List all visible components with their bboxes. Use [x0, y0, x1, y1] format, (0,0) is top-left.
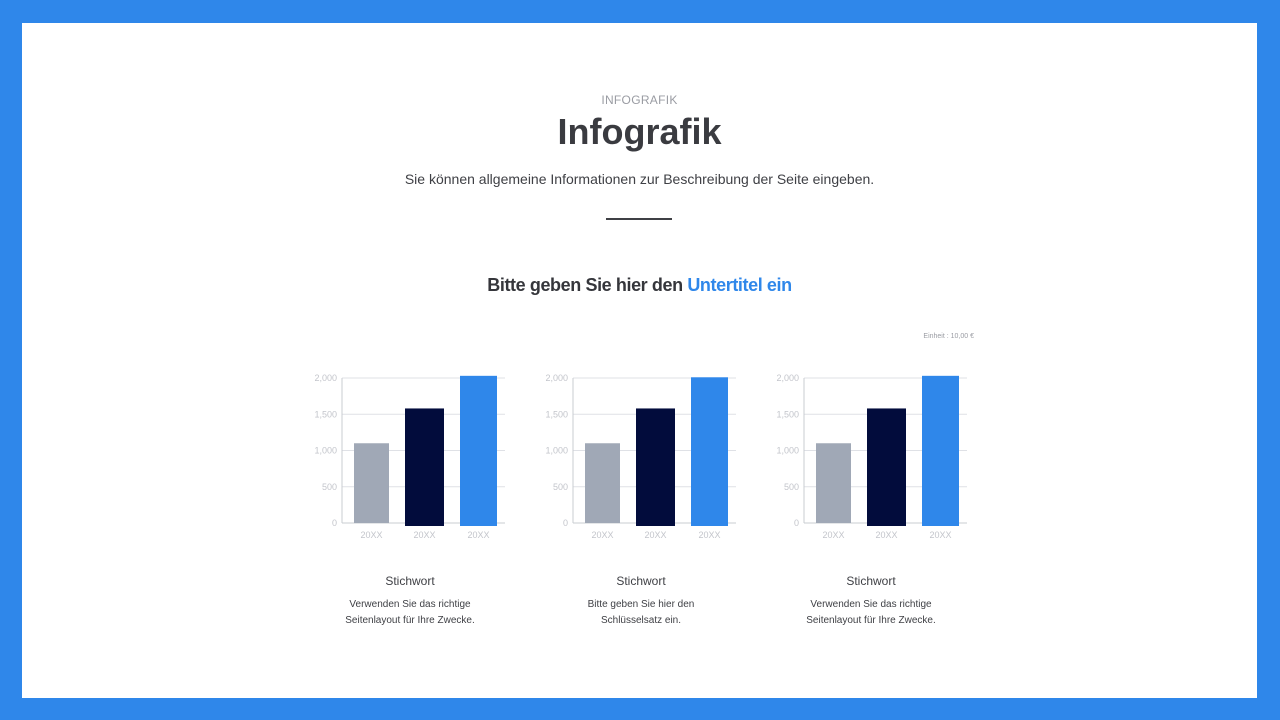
- bar: [691, 377, 728, 526]
- slide: INFOGRAFIK Infografik Sie können allgeme…: [22, 23, 1257, 698]
- x-tick-label: 20XX: [698, 530, 720, 540]
- bar-chart-2: 0 500 1,000 1,500 2,000 20XX 20XX 20XX: [545, 373, 736, 540]
- page-description: Sie können allgemeine Informationen zur …: [404, 171, 875, 187]
- bar-chart-3: 0 500 1,000 1,500 2,000 20XX 20XX 20XX: [776, 373, 967, 540]
- y-tick-label: 0: [563, 518, 568, 528]
- x-tick-label: 20XX: [467, 530, 489, 540]
- y-tick-label: 1,000: [776, 446, 799, 456]
- eyebrow-label: INFOGRAFIK: [601, 93, 678, 107]
- y-tick-label: 1,500: [314, 409, 337, 419]
- card-desc-line: Seitenlayout für Ihre Zwecke.: [806, 615, 936, 626]
- unit-note: Einheit : 10,00 €: [923, 333, 974, 340]
- x-tick-label: 20XX: [591, 530, 613, 540]
- card-desc-line: Verwenden Sie das richtige: [349, 599, 471, 610]
- y-tick-label: 2,000: [545, 373, 568, 383]
- bar-chart-1: 0 500 1,000 1,500 2,000 20XX 20XX 20XX: [314, 373, 505, 540]
- x-tick-label: 20XX: [929, 530, 951, 540]
- y-tick-label: 0: [332, 518, 337, 528]
- x-tick-label: 20XX: [822, 530, 844, 540]
- card-desc-1: Verwenden Sie das richtige Seitenlayout …: [310, 597, 510, 629]
- y-tick-label: 500: [553, 482, 568, 492]
- subtitle-accent: Untertitel ein: [687, 275, 792, 295]
- x-tick-label: 20XX: [644, 530, 666, 540]
- bar: [922, 375, 959, 526]
- y-tick-label: 2,000: [776, 373, 799, 383]
- y-tick-label: 1,000: [314, 446, 337, 456]
- page-title: Infografik: [557, 111, 722, 152]
- card-title-3: Stichwort: [846, 574, 896, 588]
- y-tick-label: 2,000: [314, 373, 337, 383]
- card-desc-line: Verwenden Sie das richtige: [810, 599, 932, 610]
- card-title-2: Stichwort: [616, 574, 666, 588]
- y-tick-label: 1,500: [545, 409, 568, 419]
- bar: [405, 408, 444, 526]
- card-desc-line: Seitenlayout für Ihre Zwecke.: [345, 615, 475, 626]
- y-tick-label: 500: [784, 482, 799, 492]
- x-tick-label: 20XX: [360, 530, 382, 540]
- bar: [816, 443, 851, 523]
- x-tick-label: 20XX: [413, 530, 435, 540]
- card-desc-2: Bitte geben Sie hier den Schlüsselsatz e…: [541, 597, 741, 629]
- bar: [636, 408, 675, 526]
- subtitle-prefix: Bitte geben Sie hier den: [487, 275, 683, 295]
- y-tick-label: 500: [322, 482, 337, 492]
- bar: [354, 443, 389, 523]
- y-tick-label: 1,500: [776, 409, 799, 419]
- card-desc-3: Verwenden Sie das richtige Seitenlayout …: [771, 597, 971, 629]
- section-subtitle: Bitte geben Sie hier den Untertitel ein: [22, 275, 1257, 296]
- x-tick-label: 20XX: [875, 530, 897, 540]
- bar: [585, 443, 620, 523]
- card-desc-line: Bitte geben Sie hier den: [587, 599, 695, 610]
- bar: [460, 375, 497, 526]
- card-title-1: Stichwort: [385, 574, 435, 588]
- title-divider: [606, 218, 672, 220]
- y-tick-label: 1,000: [545, 446, 568, 456]
- bar: [867, 408, 906, 526]
- y-tick-label: 0: [794, 518, 799, 528]
- card-desc-line: Schlüsselsatz ein.: [600, 615, 682, 626]
